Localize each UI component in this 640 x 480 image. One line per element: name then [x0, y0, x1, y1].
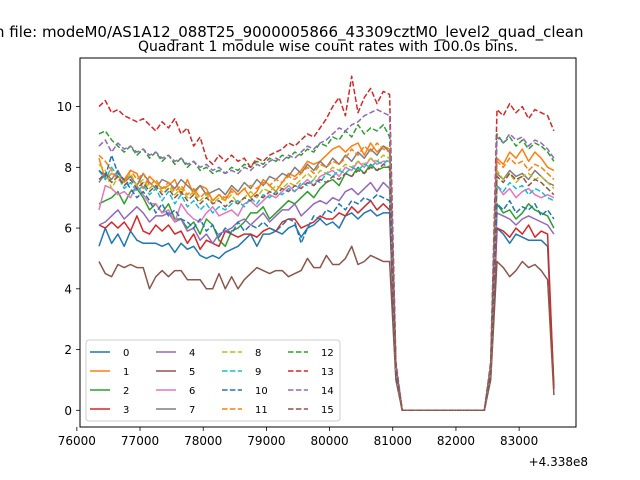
- x-offset-label: +4.338e8: [529, 455, 588, 469]
- chart-title: Quadrant 1 module wise count rates with …: [138, 39, 518, 55]
- legend-label-11: 11: [255, 405, 268, 416]
- x-tick-label: 81000: [374, 434, 412, 448]
- x-tick-label: 83000: [500, 434, 538, 448]
- legend-label-5: 5: [189, 367, 195, 378]
- legend-label-6: 6: [189, 386, 195, 397]
- legend-label-4: 4: [189, 348, 195, 359]
- axes-frame: [79, 57, 577, 428]
- axis-ticks: 76000 77000 78000 79000 80000 81000 82000 83000…: [57, 100, 539, 448]
- legend-label-3: 3: [123, 405, 129, 416]
- x-tick-label: 78000: [184, 434, 222, 448]
- x-tick-label: 79000: [247, 434, 285, 448]
- y-tick-label: 2: [64, 343, 72, 357]
- series-line-5: [98, 245, 555, 412]
- legend-label-12: 12: [321, 348, 334, 359]
- y-tick-label: 0: [64, 404, 72, 418]
- y-tick-label: 10: [57, 100, 72, 114]
- series-line-15: [98, 163, 555, 412]
- x-tick-label: 80000: [310, 434, 348, 448]
- x-tick-label: 82000: [437, 434, 475, 448]
- figure-suptitle: n file: modeM0/AS1A12_088T25_9000005866_…: [0, 23, 584, 42]
- series-line-8: [98, 154, 555, 412]
- legend-label-9: 9: [255, 367, 261, 378]
- y-tick-label: 8: [64, 161, 72, 175]
- legend-label-7: 7: [189, 405, 195, 416]
- legend-label-14: 14: [321, 386, 334, 397]
- x-tick-label: 77000: [121, 434, 159, 448]
- legend-label-10: 10: [255, 386, 268, 397]
- series-line-13: [98, 75, 555, 412]
- y-tick-label: 6: [64, 222, 72, 236]
- series-line-11: [98, 142, 555, 412]
- plot-lines: [98, 75, 555, 412]
- legend-label-2: 2: [123, 386, 129, 397]
- legend-label-15: 15: [321, 405, 334, 416]
- legend-label-0: 0: [123, 348, 129, 359]
- legend-label-1: 1: [123, 367, 129, 378]
- legend-box: [85, 339, 341, 422]
- y-tick-label: 4: [64, 282, 72, 296]
- x-tick-label: 76000: [58, 434, 96, 448]
- legend-label-8: 8: [255, 348, 261, 359]
- legend-label-13: 13: [321, 367, 334, 378]
